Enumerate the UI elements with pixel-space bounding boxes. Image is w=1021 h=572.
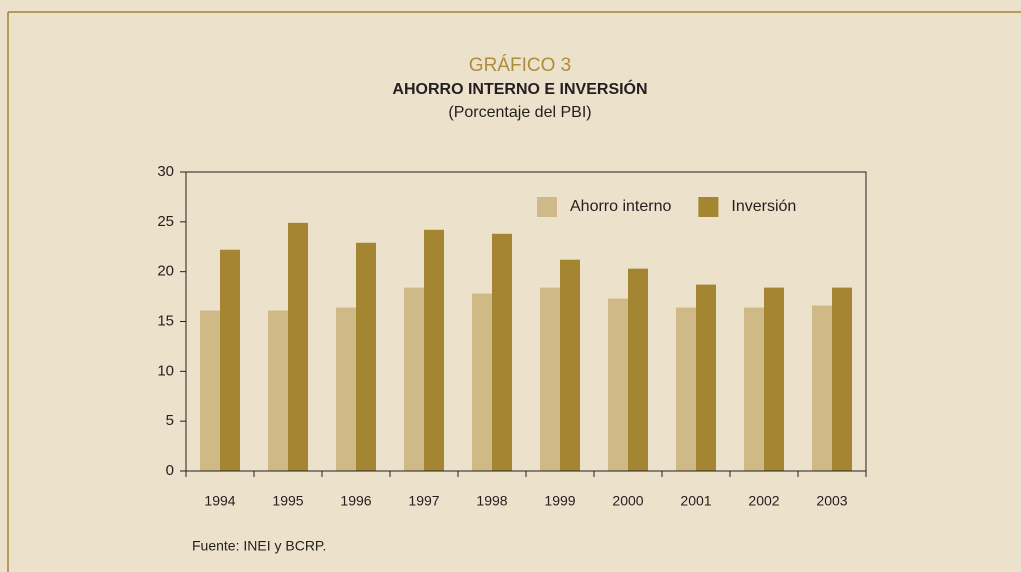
bar <box>608 298 628 471</box>
bar <box>744 307 764 471</box>
bar <box>268 310 288 471</box>
chart-subtitle: AHORRO INTERNO E INVERSIÓN <box>392 79 647 98</box>
bar <box>560 259 580 471</box>
x-tick-label: 1999 <box>544 493 575 509</box>
bar <box>812 305 832 471</box>
x-tick-label: 2003 <box>816 493 847 509</box>
y-tick-label: 5 <box>166 412 174 429</box>
bar <box>628 268 648 471</box>
x-tick-label: 1994 <box>204 493 235 509</box>
legend-swatch <box>698 197 719 217</box>
bar <box>764 287 784 471</box>
bar <box>832 287 852 471</box>
bar <box>288 222 308 471</box>
legend-swatch <box>537 197 557 217</box>
y-tick-label: 25 <box>157 213 174 230</box>
y-tick-label: 15 <box>157 312 174 329</box>
y-axis-label: (Porcentaje del PBI) <box>448 104 591 121</box>
bar <box>356 242 376 471</box>
bar <box>336 307 356 471</box>
y-tick-label: 20 <box>157 263 174 280</box>
bar <box>200 310 220 471</box>
bar <box>540 287 560 471</box>
x-tick-label: 2000 <box>612 493 643 509</box>
bar <box>492 233 512 471</box>
legend-label: Inversión <box>731 198 796 215</box>
x-tick-label: 1995 <box>272 493 303 509</box>
bar <box>404 287 424 471</box>
x-tick-label: 1996 <box>340 493 371 509</box>
y-tick-label: 10 <box>157 362 174 379</box>
bar <box>424 229 444 471</box>
x-tick-label: 2001 <box>680 493 711 509</box>
y-tick-label: 30 <box>157 163 174 180</box>
source: Fuente: INEI y BCRP. <box>192 538 326 554</box>
legend-label: Ahorro interno <box>570 198 671 215</box>
x-tick-label: 1997 <box>408 493 439 509</box>
bar <box>696 284 716 471</box>
x-tick-label: 2002 <box>748 493 779 509</box>
chart-title: GRÁFICO 3 <box>469 55 571 76</box>
bar <box>472 293 492 471</box>
bar <box>676 307 696 471</box>
y-tick-label: 0 <box>166 462 174 479</box>
bar <box>220 249 240 471</box>
x-tick-label: 1998 <box>476 493 507 509</box>
